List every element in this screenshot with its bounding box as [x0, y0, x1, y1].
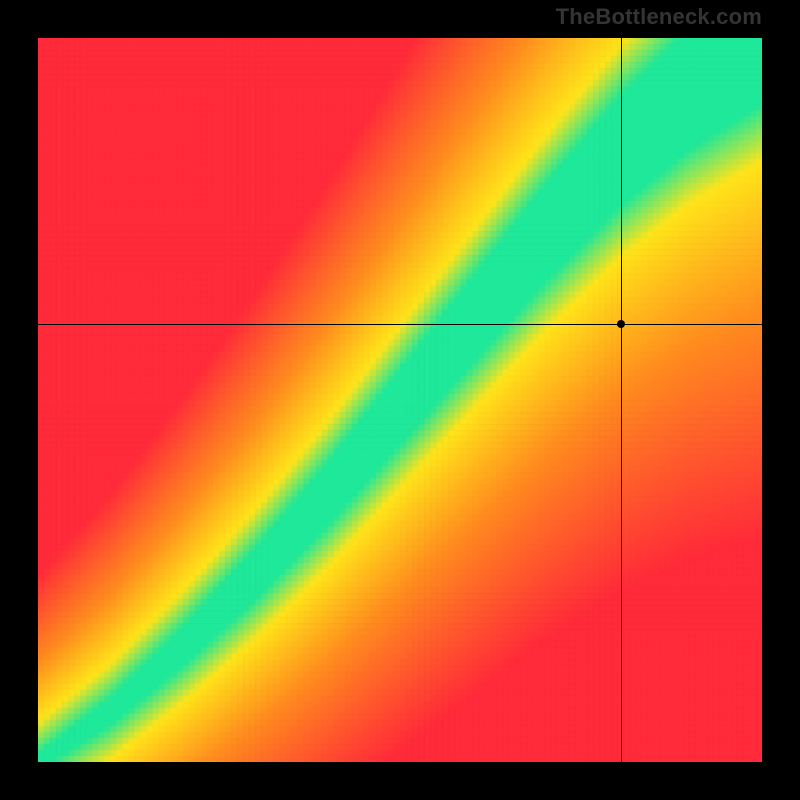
crosshair-point	[617, 320, 625, 328]
bottleneck-heatmap	[38, 38, 762, 762]
watermark: TheBottleneck.com	[556, 4, 762, 30]
heatmap-canvas	[38, 38, 762, 762]
crosshair-horizontal	[38, 324, 762, 325]
crosshair-vertical	[621, 38, 622, 762]
